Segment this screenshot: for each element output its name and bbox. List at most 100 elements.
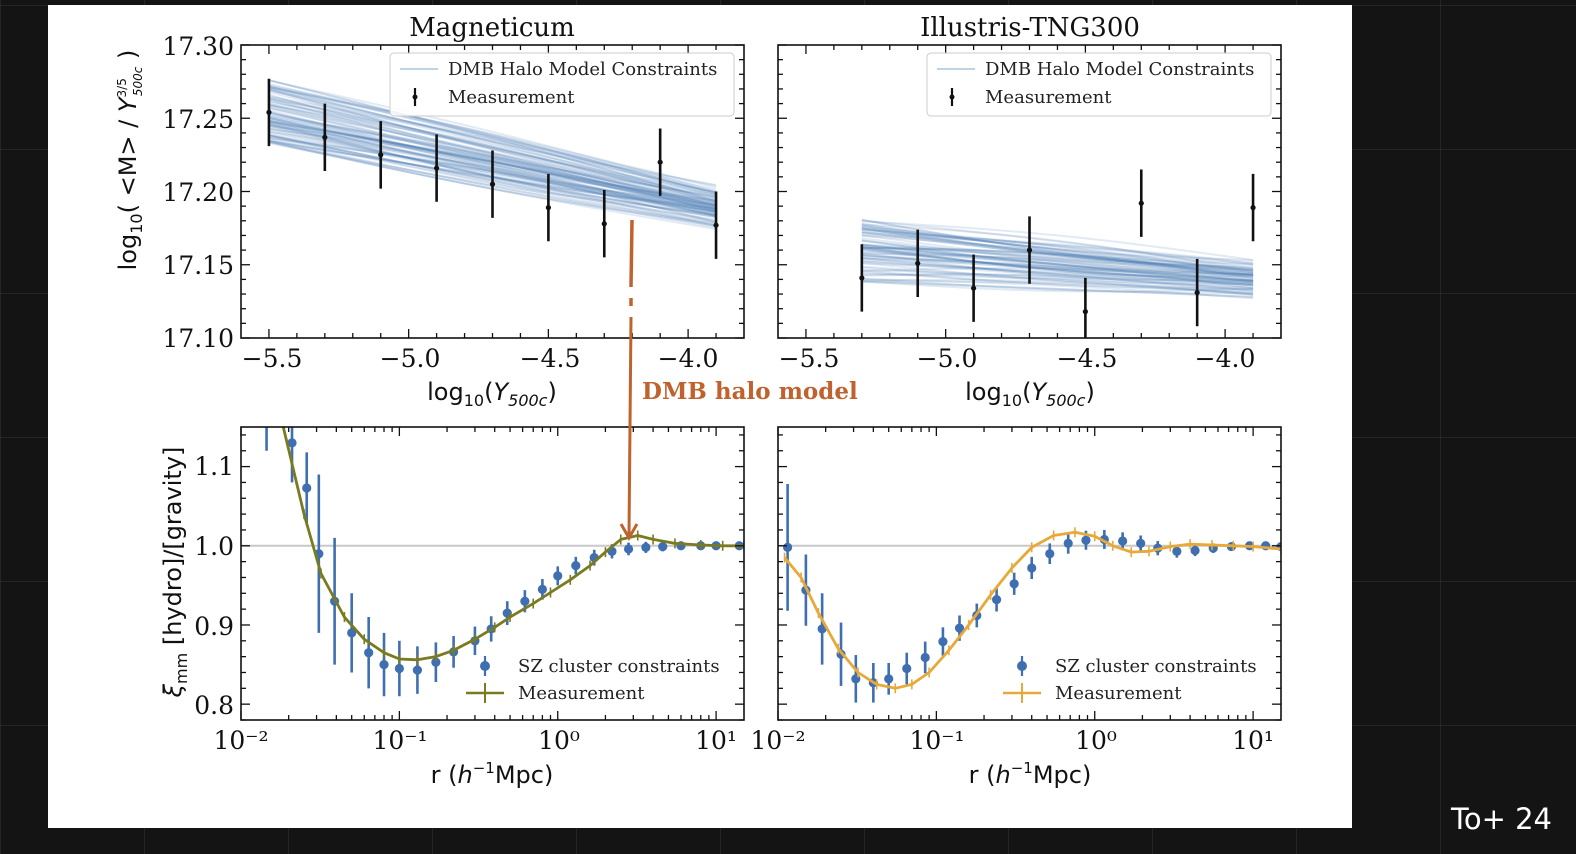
constraint-curve (861, 280, 1254, 293)
constraint-point (1009, 579, 1019, 589)
credit-text: To+ 24 (1451, 802, 1552, 836)
y-tick-label: 0.9 (194, 612, 234, 641)
constraint-curve (268, 104, 717, 205)
x-tick-label: 10¹ (695, 726, 737, 755)
constraint-curve (861, 254, 1254, 276)
axes-frame-tng-top (777, 44, 1282, 339)
legend-marker-constraints (480, 661, 490, 671)
constraint-point (520, 596, 530, 606)
constraint-curve (861, 244, 1254, 284)
y-axis-label-top: log10( <M> / Y3/5 500c ) (114, 50, 146, 271)
constraint-curve (861, 267, 1254, 282)
measurement-point (1082, 309, 1088, 315)
constraint-point (287, 438, 297, 448)
constraint-curve (861, 280, 1254, 298)
axes-frame-magneticum-bottom (240, 426, 745, 721)
legend-label: DMB Halo Model Constraints (448, 59, 717, 80)
constraint-point (884, 674, 894, 684)
constraint-point (991, 595, 1002, 605)
constraint-curve (268, 85, 717, 202)
constraint-curve (861, 273, 1254, 292)
x-axis-label-tng-top: log10(Y500c) (965, 378, 1095, 410)
constraint-curve (861, 227, 1254, 272)
svg-text:ξmm [hydro]/[gravity]: ξmm [hydro]/[gravity] (159, 447, 191, 699)
constraint-curve (861, 224, 1254, 266)
constraint-curve (861, 260, 1254, 295)
constraint-point (553, 571, 563, 581)
constraint-curve (861, 224, 1254, 276)
constraint-curve (861, 250, 1254, 283)
x-tick-label: −5.5 (779, 344, 840, 373)
chart-title-tng300: Illustris-TNG300 (920, 13, 1140, 43)
constraint-curve (861, 280, 1254, 298)
constraint-curve (861, 272, 1254, 282)
constraint-curve (861, 247, 1254, 284)
constraint-curve (861, 246, 1254, 276)
constraint-curve (861, 227, 1254, 266)
legend-magneticum-bottom: SZ cluster constraints Measurement (466, 656, 720, 704)
constraint-curve (861, 227, 1254, 280)
constraint-curve (861, 245, 1254, 286)
constraint-curve (861, 245, 1254, 288)
constraint-curve (268, 88, 717, 193)
measurement-point (1026, 247, 1033, 253)
constraint-curve (861, 265, 1254, 296)
constraint-curve (861, 223, 1254, 273)
constraint-curve (861, 246, 1254, 279)
constraint-curve (861, 268, 1254, 296)
constraint-curve (268, 87, 717, 196)
constraint-curve (861, 239, 1254, 276)
constraint-point (1081, 535, 1091, 545)
measurement-point (859, 275, 865, 281)
x-tick-label: 10⁻¹ (909, 726, 964, 755)
legend-marker-constraints (1017, 661, 1027, 671)
x-tick-label: −4.0 (1195, 344, 1256, 373)
x-tick-label: −5.0 (917, 344, 978, 373)
constraint-point (783, 542, 793, 552)
constraint-curve (268, 83, 717, 187)
constraint-point (641, 542, 651, 552)
constraint-curve (861, 231, 1254, 264)
constraint-point (1063, 538, 1073, 549)
constraint-curve (268, 91, 717, 207)
constraint-curve (861, 234, 1254, 279)
constraint-curve (268, 101, 717, 201)
y-tick-label: 1.0 (194, 532, 234, 561)
constraint-curve (861, 229, 1254, 274)
constraint-curve (861, 231, 1254, 272)
constraint-curve (268, 87, 717, 194)
legend-label: Measurement (985, 87, 1112, 108)
constraint-curve (268, 94, 717, 201)
measurement-point (545, 205, 551, 211)
measurement-point (434, 165, 440, 171)
measurement-point (322, 134, 328, 140)
constraint-curve (861, 222, 1254, 271)
constraint-point (302, 483, 312, 493)
constraint-curve (268, 84, 717, 186)
constraint-curve (861, 243, 1254, 277)
constraint-point (1027, 563, 1037, 573)
y-tick-label: 17.30 (162, 32, 234, 61)
legend-label: Measurement (518, 683, 645, 704)
x-axis-label-magneticum-bottom: r (h−1Mpc) (431, 759, 554, 789)
constraint-curve (861, 262, 1254, 282)
constraint-curve (861, 257, 1254, 283)
constraint-curve (861, 231, 1254, 281)
x-tick-label: 10⁻¹ (372, 726, 427, 755)
y-tick-label: 17.20 (162, 178, 234, 207)
constraint-curve (268, 89, 717, 204)
constraint-curve (861, 231, 1254, 275)
constraint-curve (268, 86, 717, 194)
legend-label: Measurement (1055, 683, 1182, 704)
constraint-curve (268, 98, 717, 196)
constraint-curve (861, 223, 1254, 262)
constraint-curve (268, 84, 717, 199)
constraint-point (412, 665, 423, 675)
constraint-curve (861, 218, 1254, 274)
constraint-curve (268, 99, 717, 200)
constraint-curve (861, 248, 1254, 284)
legend-label: Measurement (448, 87, 575, 108)
dmb-annotation-label: DMB halo model (642, 378, 858, 405)
figure-svg: Magneticum Illustris-TNG300 17.30 17.25 … (114, 13, 1282, 789)
